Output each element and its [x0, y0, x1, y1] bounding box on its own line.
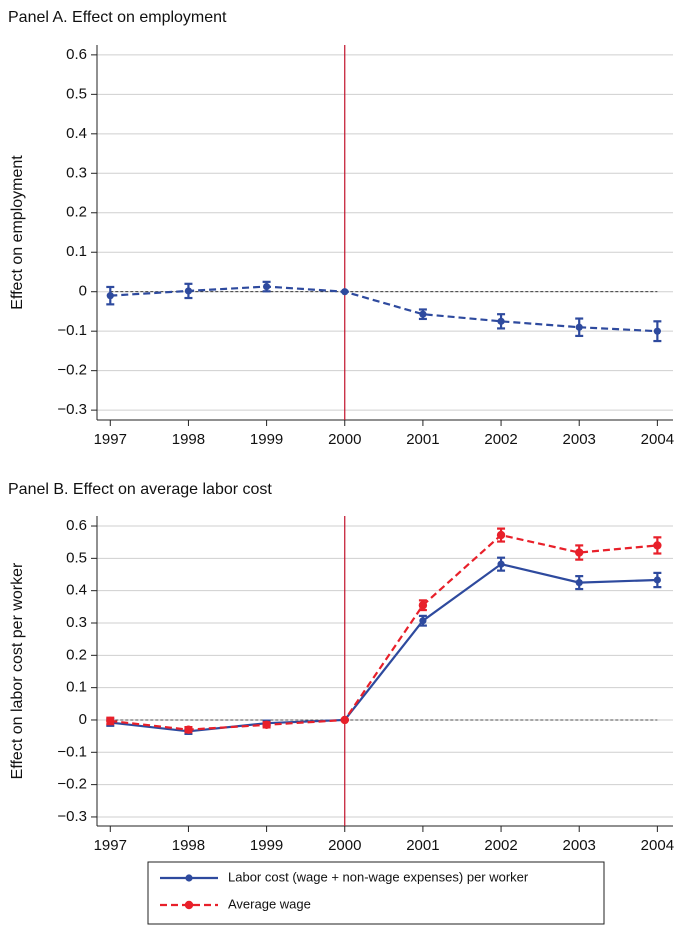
- y-tick-label: 0.2: [66, 204, 87, 221]
- y-axis-label: Effect on labor cost per worker: [9, 562, 26, 779]
- y-tick-label: 0.4: [66, 125, 87, 142]
- point: [106, 716, 115, 726]
- legend-marker: [185, 874, 193, 882]
- y-tick-label: −0.3: [57, 401, 87, 418]
- y-tick-label: 0.4: [66, 582, 87, 599]
- x-tick-label: 1999: [250, 431, 283, 448]
- y-tick-label: 0: [79, 283, 87, 300]
- x-tick-label: 2001: [406, 837, 439, 854]
- y-tick-label: −0.3: [57, 808, 87, 825]
- point: [262, 720, 271, 730]
- y-tick-label: 0.6: [66, 46, 87, 63]
- y-tick-label: 0.1: [66, 243, 87, 260]
- legend-marker: [184, 900, 194, 910]
- legend-label: Average wage: [228, 896, 311, 911]
- x-tick-label: 1998: [172, 431, 205, 448]
- point: [497, 317, 505, 325]
- point: [653, 576, 661, 584]
- y-tick-label: −0.1: [57, 743, 87, 760]
- y-tick-label: 0.3: [66, 164, 87, 181]
- point: [575, 578, 583, 587]
- y-tick-label: 0.2: [66, 646, 87, 663]
- point: [418, 601, 428, 610]
- y-tick-label: −0.1: [57, 322, 87, 339]
- x-tick-label: 2002: [484, 431, 517, 448]
- panel-title: Panel B. Effect on average labor cost: [8, 481, 272, 498]
- point: [575, 323, 583, 331]
- y-tick-label: 0.1: [66, 679, 87, 696]
- x-tick-label: 2004: [641, 837, 674, 854]
- x-tick-label: 2003: [563, 431, 596, 448]
- point: [341, 288, 349, 296]
- point: [497, 560, 505, 568]
- series-line: [110, 533, 658, 731]
- y-tick-label: 0.6: [66, 517, 87, 534]
- point: [575, 548, 584, 557]
- x-tick-label: 2000: [328, 431, 361, 448]
- y-tick-label: 0.3: [66, 614, 87, 631]
- y-tick-label: −0.2: [57, 776, 87, 793]
- point: [496, 530, 506, 540]
- x-tick-label: 2004: [641, 431, 674, 448]
- x-tick-label: 1997: [94, 431, 127, 448]
- x-tick-label: 2000: [328, 837, 361, 854]
- x-tick-label: 1997: [94, 837, 127, 854]
- x-tick-label: 2002: [484, 837, 517, 854]
- x-tick-label: 2001: [406, 431, 439, 448]
- y-axis-label: Effect on employment: [9, 155, 26, 310]
- x-tick-label: 1999: [250, 837, 283, 854]
- point: [184, 287, 193, 295]
- panel-title: Panel A. Effect on employment: [8, 9, 227, 26]
- y-tick-label: 0.5: [66, 85, 87, 102]
- y-tick-label: −0.2: [57, 362, 87, 379]
- point: [419, 310, 427, 318]
- point: [106, 292, 114, 300]
- point: [419, 617, 427, 625]
- point: [262, 282, 271, 291]
- y-tick-label: 0.5: [66, 549, 87, 566]
- x-tick-label: 1998: [172, 837, 205, 854]
- x-tick-label: 2003: [563, 837, 596, 854]
- legend-label: Labor cost (wage + non-wage expenses) pe…: [228, 869, 529, 884]
- y-tick-label: 0: [79, 711, 87, 728]
- point: [340, 715, 349, 725]
- series-line: [110, 285, 658, 333]
- point: [653, 541, 662, 550]
- point: [653, 327, 661, 335]
- point: [184, 725, 193, 734]
- legend-box: [147, 861, 605, 925]
